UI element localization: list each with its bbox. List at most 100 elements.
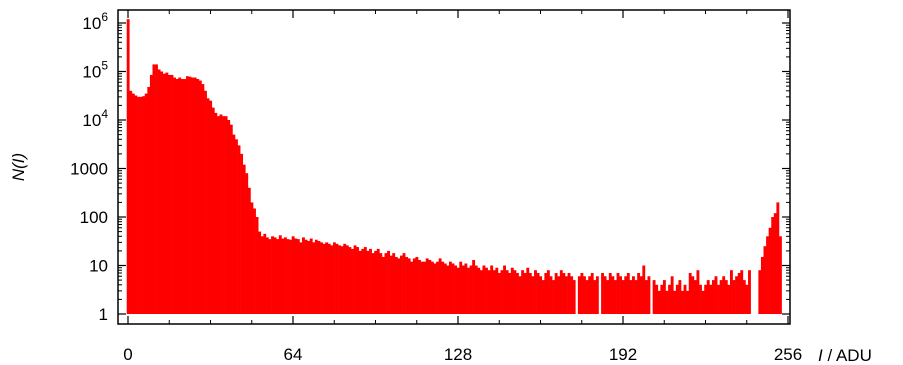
histogram-bar	[670, 276, 674, 314]
histogram-bar	[379, 253, 383, 314]
histogram-bar	[366, 250, 370, 314]
histogram-bar	[374, 250, 378, 314]
histogram-bar	[314, 239, 318, 314]
histogram-bar	[748, 270, 751, 314]
histogram-bar	[735, 276, 739, 314]
histogram-bar	[157, 69, 161, 315]
histogram-bar	[647, 276, 651, 314]
histogram-bar	[286, 239, 290, 314]
histogram-bar	[348, 247, 352, 314]
histogram-bar	[699, 284, 702, 314]
histogram-bar	[771, 217, 775, 314]
histogram-bar	[196, 79, 200, 314]
histogram-bar	[278, 235, 282, 314]
histogram-bar	[369, 248, 372, 314]
histogram-bar	[528, 273, 532, 314]
histogram-bar	[505, 270, 509, 314]
y-tick-label: 1000	[70, 160, 108, 179]
histogram-bar	[704, 284, 708, 314]
y-tick-label-base: 10	[82, 63, 101, 82]
histogram-bar	[487, 270, 491, 314]
histogram-bar	[681, 290, 684, 314]
y-tick-label-exponent: 5	[101, 59, 108, 73]
histogram-bar	[546, 270, 550, 314]
histogram-bar	[204, 90, 207, 314]
histogram-bar	[245, 173, 249, 314]
histogram-bar	[162, 73, 166, 314]
histogram-bar	[722, 276, 726, 314]
histogram-bar	[778, 236, 782, 314]
histogram-bar	[541, 280, 545, 314]
histogram-bar	[727, 284, 731, 314]
histogram-bar	[410, 261, 414, 314]
histogram-bar	[126, 19, 130, 314]
histogram-bar	[758, 270, 762, 314]
histogram-bar	[343, 243, 347, 314]
histogram-bar	[425, 258, 429, 314]
histogram-bar	[497, 273, 501, 314]
histogram-bar	[490, 265, 494, 314]
histogram-bar	[175, 79, 179, 314]
y-tick-label-base: 10	[82, 111, 101, 130]
histogram-bar	[247, 187, 251, 314]
histogram-bar	[384, 253, 388, 314]
histogram-bar	[474, 265, 478, 314]
y-tick-label: 10	[89, 257, 108, 276]
histogram-bar	[534, 270, 537, 314]
histogram-bar	[389, 255, 393, 314]
histogram-bar	[234, 139, 238, 314]
histogram-bar	[665, 290, 669, 314]
histogram-bar	[317, 241, 321, 314]
histogram-bar	[583, 276, 586, 314]
histogram-bar	[588, 276, 592, 314]
histogram-bar	[608, 273, 612, 314]
histogram-bar	[309, 238, 313, 314]
histogram-bar	[742, 280, 746, 314]
histogram-bar	[456, 267, 460, 314]
histogram-bar	[642, 265, 646, 314]
histogram-bar	[639, 276, 643, 314]
histogram-bar	[307, 241, 311, 314]
histogram-bar	[675, 284, 679, 314]
histogram-bar	[178, 77, 182, 314]
histogram-bar	[271, 236, 274, 314]
histogram-bar	[655, 284, 659, 314]
y-tick-label: 105	[82, 59, 108, 82]
histogram-bar	[523, 273, 527, 314]
y-tick-label-base: 100	[80, 208, 108, 227]
histogram-bar	[152, 64, 156, 314]
histogram-bar	[320, 242, 323, 314]
histogram-bar	[155, 64, 158, 314]
histogram-bar	[469, 265, 473, 314]
histogram-bar	[322, 243, 326, 314]
histogram-bar	[193, 77, 197, 314]
histogram-bar	[188, 76, 192, 314]
histogram-bar	[590, 273, 594, 314]
histogram-bar	[139, 96, 143, 314]
histogram-bar	[219, 114, 223, 314]
histogram-bar	[268, 239, 272, 314]
histogram-bar	[668, 284, 671, 314]
histogram-bar	[549, 276, 553, 314]
histogram-bar	[567, 273, 571, 314]
histogram-bar	[508, 273, 512, 314]
histogram-bar	[412, 258, 416, 314]
histogram-bar	[237, 145, 241, 314]
histogram-bar	[170, 74, 174, 314]
histogram-bar	[737, 273, 741, 314]
x-tick-label: 0	[123, 345, 132, 364]
histogram-bar	[294, 238, 298, 314]
histogram-bar	[503, 265, 506, 314]
histogram-bar	[209, 100, 213, 314]
histogram-bar	[686, 290, 690, 314]
histogram-bar	[211, 107, 215, 315]
histogram-bar	[420, 261, 424, 314]
histogram-bar	[776, 202, 780, 314]
histogram-bar	[394, 256, 398, 314]
y-tick-label: 100	[80, 208, 108, 227]
histogram-bar	[601, 273, 604, 314]
histogram-bar	[536, 273, 540, 314]
histogram-bar	[516, 273, 519, 314]
histogram-bar	[691, 276, 695, 314]
